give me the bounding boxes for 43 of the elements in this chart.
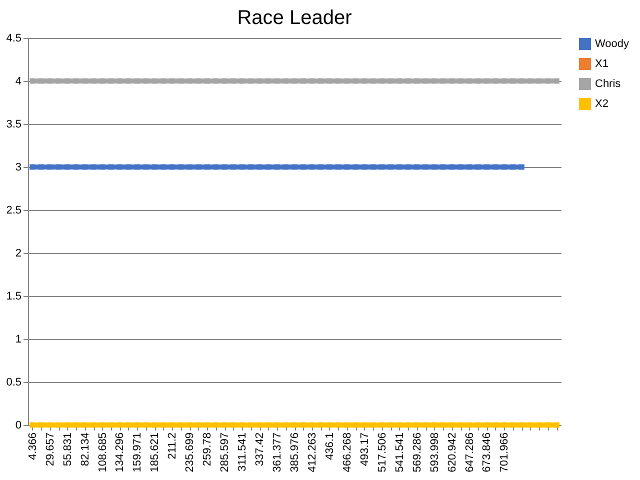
x-tick-label: 436.1 — [324, 432, 336, 460]
y-tick-label: 4 — [15, 76, 22, 88]
x-tick-label: 134.296 — [114, 432, 126, 472]
x-tick-label: 517.506 — [376, 432, 388, 472]
x-tick-label: 82.134 — [79, 432, 92, 466]
x-tick-label: 337.42 — [254, 432, 266, 466]
x-tick-label: 701.966 — [498, 432, 511, 472]
x-tick-label: 29.657 — [44, 432, 56, 466]
y-tick-label: 3 — [15, 162, 22, 174]
x-tick-label: 593.998 — [428, 432, 441, 472]
legend-label: Chris — [595, 78, 622, 90]
x-tick-label: 285.597 — [219, 432, 232, 472]
x-tick-label: 185.621 — [149, 432, 162, 472]
chart-title: Race Leader — [237, 7, 352, 29]
x-tick-label: 235.699 — [184, 432, 196, 472]
x-tick-label: 55.831 — [62, 432, 74, 466]
x-tick-label: 361.377 — [272, 432, 284, 472]
x-tick-label: 311.541 — [236, 432, 249, 472]
x-tick-label: 647.286 — [464, 432, 476, 472]
y-tick-label: 2.5 — [6, 204, 22, 216]
x-tick-label: 159.971 — [132, 432, 144, 472]
y-tick-label: 2 — [15, 248, 22, 260]
x-tick-label: 385.976 — [289, 432, 301, 472]
y-tick-label: 3.5 — [6, 118, 22, 130]
x-tick-label: 673.846 — [481, 432, 494, 472]
y-tick-label: 1 — [15, 334, 22, 346]
y-tick-label: 0.5 — [6, 376, 22, 388]
x-tick-label: 412.263 — [306, 432, 318, 472]
x-tick-label: 541.541 — [394, 432, 406, 472]
x-tick-label: 466.268 — [341, 432, 354, 472]
legend-label: X1 — [595, 58, 608, 70]
x-tick-label: 4.366 — [26, 432, 39, 460]
legend-label: X2 — [595, 98, 608, 110]
y-tick-label: 0 — [15, 420, 22, 432]
y-tick-label: 1.5 — [6, 290, 22, 302]
y-tick-label: 4.5 — [6, 32, 22, 44]
x-tick-label: 620.942 — [446, 432, 458, 472]
x-tick-label: 493.17 — [358, 432, 371, 466]
legend-label: Woody — [595, 38, 630, 50]
x-tick-label: 211.2 — [166, 432, 179, 460]
x-tick-label: 569.286 — [411, 432, 424, 472]
x-tick-label: 108.685 — [96, 432, 109, 472]
x-tick-label: 259.78 — [202, 432, 214, 466]
